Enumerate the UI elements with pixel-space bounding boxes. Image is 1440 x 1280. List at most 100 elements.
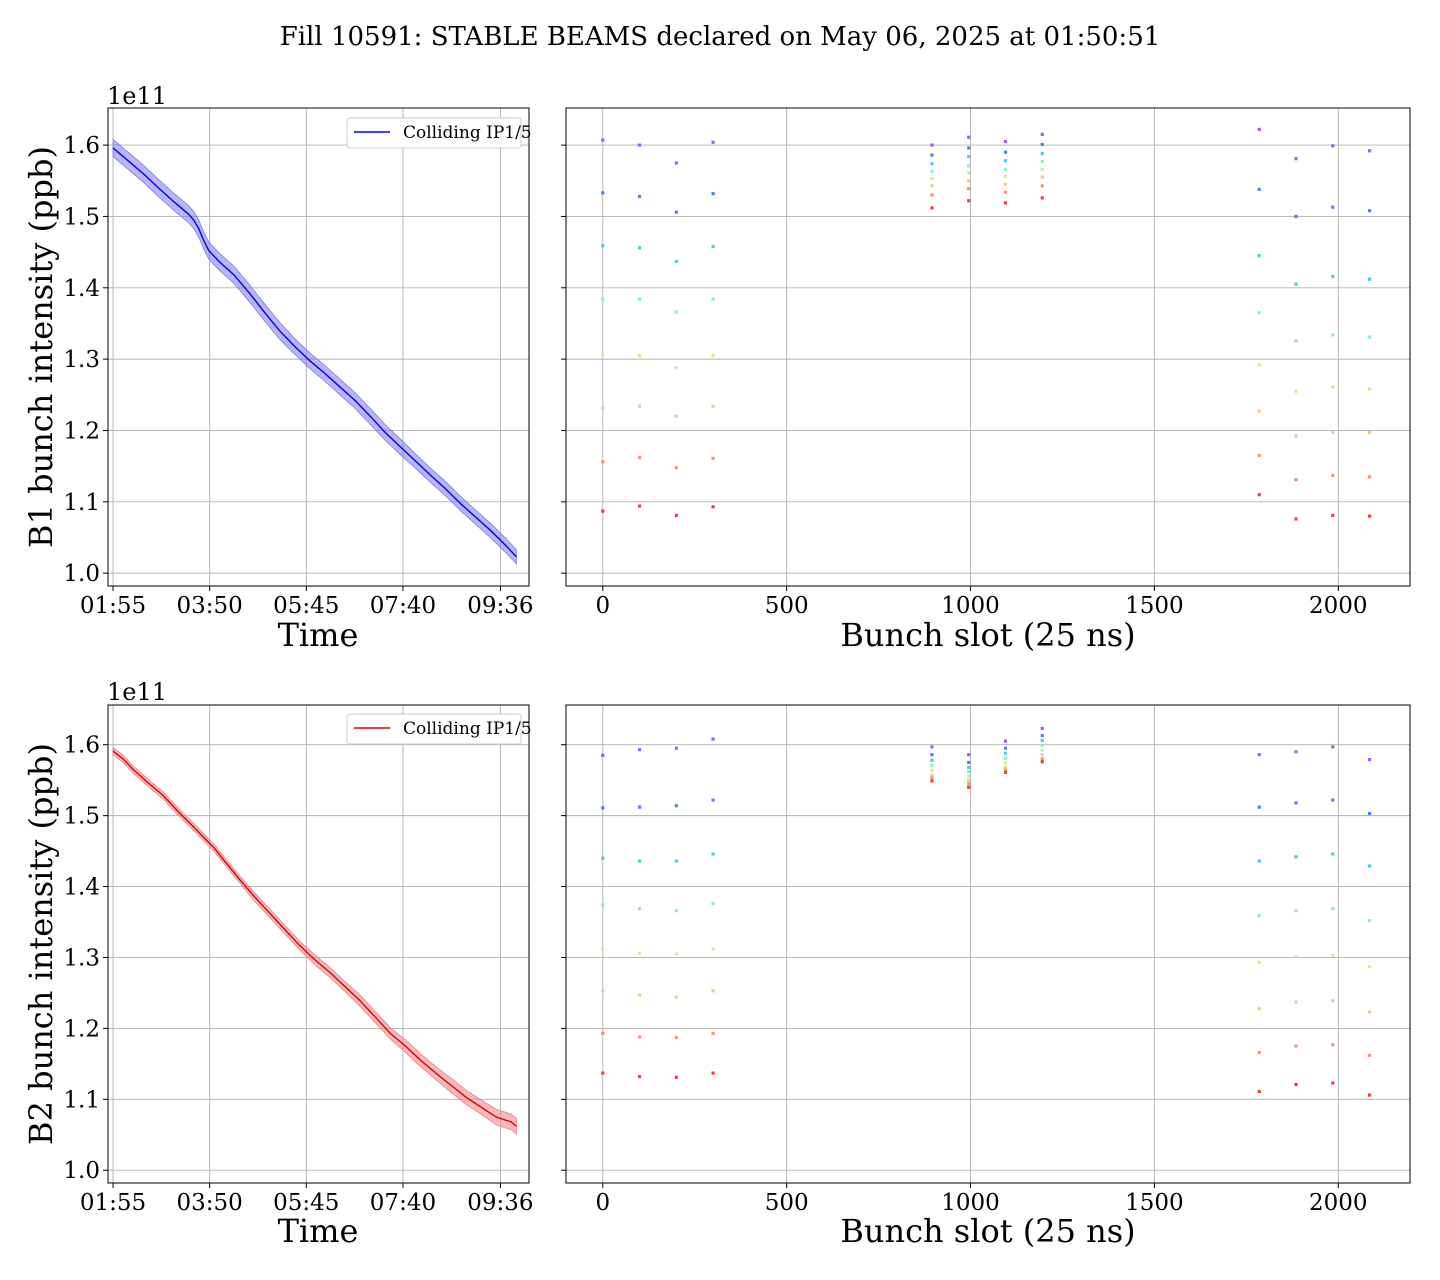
data-point [1294, 389, 1298, 393]
data-point [1294, 282, 1298, 286]
data-point [1294, 338, 1298, 343]
data-point [967, 146, 971, 150]
x-tick-label: 2000 [1309, 1190, 1368, 1216]
y-tick-label: 1.1 [63, 490, 100, 516]
plot-area: 01:55 03:50 05:45 07:40 09:36 1.0 1.1 1.2 1.3 1.4… [63, 107, 534, 619]
data-point [711, 140, 715, 144]
y-tick-label: 1.2 [63, 1016, 100, 1042]
data-point [1367, 387, 1372, 391]
data-point [1331, 953, 1335, 957]
data-point [930, 745, 934, 749]
data-point [1040, 760, 1044, 764]
data-point [711, 192, 715, 196]
data-point [1257, 363, 1261, 367]
data-point [1003, 182, 1008, 186]
y-tick-label: 1.3 [63, 347, 100, 373]
plot-area: 0 500 1000 1500 2000 [561, 107, 1411, 619]
x-tick-label: 1500 [1125, 593, 1184, 619]
data-point [637, 455, 642, 460]
data-point [711, 852, 715, 856]
x-tick-label: 05:45 [273, 593, 339, 619]
axes-frame [107, 107, 530, 587]
data-point [1367, 1093, 1372, 1097]
data-point [1331, 1081, 1335, 1085]
data-point [930, 206, 934, 210]
x-tick-label: 500 [765, 1190, 809, 1216]
plot-area: 01:55 03:50 05:45 07:40 09:36 1.0 1.1 1.2 1.3 1.4… [63, 704, 534, 1216]
plot-area: 0 500 1000 1500 2000 [561, 704, 1411, 1216]
data-point [1040, 167, 1044, 171]
data-point [1003, 190, 1008, 194]
data-point [1040, 132, 1044, 136]
legend: Colliding IP1/5 [346, 713, 532, 745]
data-point [674, 259, 678, 263]
data-point [674, 465, 678, 470]
data-point [930, 758, 934, 762]
data-point [601, 460, 605, 464]
data-point [711, 244, 715, 249]
x-tick-label: 0 [595, 593, 610, 619]
data-point [711, 947, 715, 951]
data-point [1257, 127, 1261, 132]
legend-box [346, 117, 522, 149]
data-point [1003, 761, 1008, 765]
axes-frame [565, 107, 1411, 587]
data-point [711, 505, 715, 509]
data-point [967, 753, 971, 757]
data-point [1367, 431, 1372, 435]
data-point [1257, 960, 1261, 965]
x-tick-label: 01:55 [80, 1190, 146, 1216]
data-point [637, 504, 642, 508]
data-point [1294, 801, 1298, 805]
x-tick-label: 1000 [941, 593, 1000, 619]
y-tick-label: 1.0 [63, 1158, 100, 1184]
data-point [1367, 918, 1372, 923]
data-point [1367, 1053, 1372, 1057]
data-point [1003, 167, 1008, 171]
data-point [1367, 335, 1372, 339]
y-tick-label: 1.2 [63, 418, 100, 444]
data-point [1367, 811, 1372, 816]
data-point [674, 161, 678, 165]
figure-title: Fill 10591: STABLE BEAMS declared on May… [280, 22, 1161, 52]
data-point [637, 1075, 642, 1079]
data-point [1294, 478, 1298, 482]
data-point [674, 310, 678, 314]
data-point [1040, 748, 1044, 752]
data-point [930, 763, 934, 767]
data-point [637, 194, 642, 199]
axes-frame [565, 704, 1411, 1184]
data-point [1257, 453, 1261, 458]
data-point [967, 785, 971, 789]
data-point [930, 773, 934, 777]
data-point [1257, 914, 1261, 918]
chart-b2-slots: Bunch slot (25 ns) 0 500 1000 1500 2000 [561, 704, 1411, 1250]
data-point [601, 856, 605, 860]
data-point [1257, 859, 1261, 863]
data-point [637, 246, 642, 250]
data-point [1331, 513, 1335, 517]
data-point [637, 951, 642, 955]
y-offset-text: 1e11 [107, 678, 167, 706]
data-point [1040, 196, 1044, 200]
data-point [1294, 1044, 1298, 1048]
data-point [930, 776, 934, 780]
y-tick-label: 1.6 [63, 733, 100, 759]
data-point [1003, 768, 1008, 772]
data-point [1331, 473, 1335, 478]
data-point [674, 210, 678, 214]
data-point [637, 748, 642, 752]
data-point [1331, 274, 1335, 278]
data-point [930, 768, 934, 772]
data-point [637, 1035, 642, 1039]
x-tick-label: 07:40 [370, 593, 436, 619]
data-point [1294, 750, 1298, 754]
data-point [711, 404, 715, 408]
data-point [711, 901, 715, 906]
data-point [967, 199, 971, 203]
data-point [637, 906, 642, 911]
data-point [711, 456, 715, 460]
data-point [1040, 726, 1044, 731]
data-point [674, 1075, 678, 1079]
